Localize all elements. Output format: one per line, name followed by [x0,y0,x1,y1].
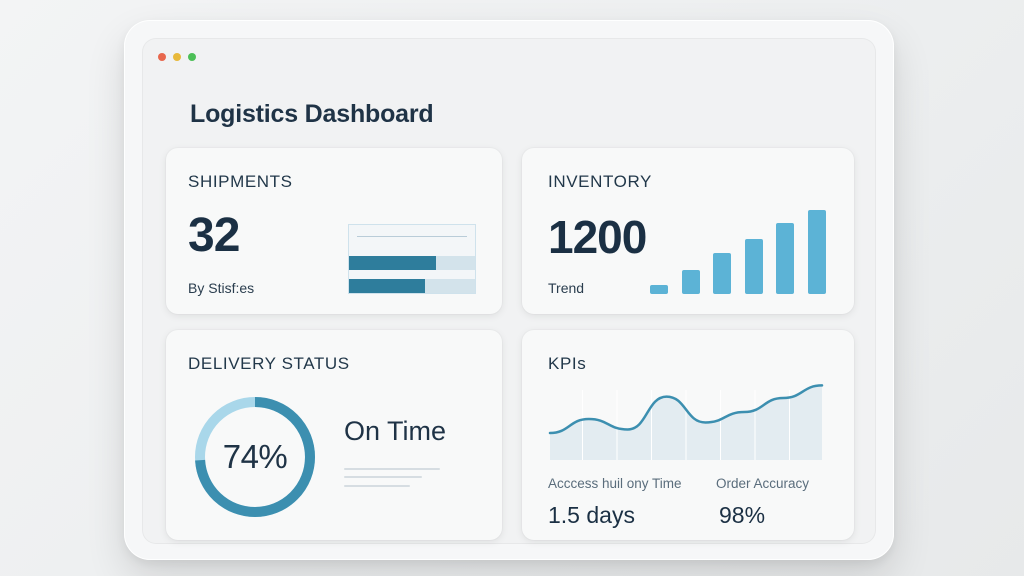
inventory-trend-chart [650,148,840,314]
delivery-status-text: On Time [344,416,447,446]
app-window: Logistics Dashboard SHIPMENTS 32 By Stis… [142,38,876,544]
donut-svg [195,397,315,517]
device-frame: Logistics Dashboard SHIPMENTS 32 By Stis… [124,20,894,560]
inventory-label: Trend [548,280,585,296]
delivery-status-card[interactable]: DELIVERY STATUS 74% On Time [166,330,502,540]
shipments-bar-2-track [349,279,475,293]
shipments-label: By Stisf:es [188,280,255,296]
kpi-gridlines [582,390,790,460]
placeholder-line-1 [344,468,440,470]
shipments-bar-chart [348,224,476,294]
kpis-card[interactable]: KPIs Acccess huil ony Time 1.5 days Orde… [522,330,854,540]
kpi-metric-2-label: Order Accuracy [716,476,810,491]
shipments-title: SHIPMENTS [188,172,293,191]
minimize-dot[interactable] [173,53,181,61]
placeholder-line-2 [344,476,422,478]
inventory-bar-4 [744,239,763,294]
inventory-value: 1200 [548,211,647,263]
page-title: Logistics Dashboard [190,100,434,128]
inventory-card[interactable]: INVENTORY 1200 Trend [522,148,854,314]
donut-progress [195,397,315,517]
window-controls [158,53,196,61]
delivery-percent: 74% [222,438,288,475]
inventory-bar-3 [713,253,731,294]
inventory-bar-6 [807,210,826,294]
shipments-bar-1-track [349,256,475,270]
shipments-card[interactable]: SHIPMENTS 32 By Stisf:es [166,148,502,314]
inventory-bar-2 [681,270,700,294]
inventory-title: INVENTORY [548,172,652,191]
inventory-bar-5 [776,223,794,294]
kpis-title: KPIs [548,354,587,373]
placeholder-line-3 [344,485,410,487]
kpi-line-chart [548,384,824,460]
delivery-title: DELIVERY STATUS [188,354,350,373]
delivery-donut: 74% [192,394,318,520]
shipments-value: 32 [188,209,240,262]
kpi-metric-2-value: 98% [719,502,766,528]
shipments-bar-1 [349,256,436,270]
inventory-bar-1 [650,285,668,294]
kpi-metric-1-label: Acccess huil ony Time [548,476,682,491]
kpi-metric-1-value: 1.5 days [548,502,635,528]
chart-divider [357,236,467,237]
close-dot[interactable] [158,53,166,61]
shipments-bar-2 [349,279,425,293]
kpi-line [548,384,824,435]
maximize-dot[interactable] [188,53,196,61]
